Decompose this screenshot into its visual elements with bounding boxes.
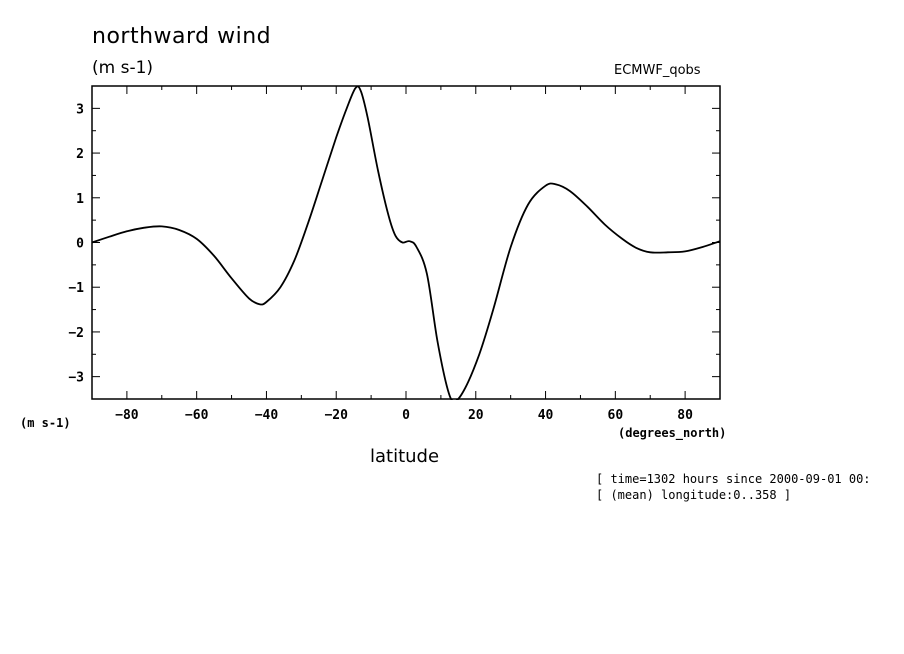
x-tick-label: −40 — [255, 408, 279, 423]
chart-title: northward wind — [92, 24, 272, 49]
y-tick-label: 0 — [76, 237, 84, 252]
x-tick-label: −60 — [185, 408, 209, 423]
y-axis-units: (m s-1) — [20, 416, 71, 430]
y-tick-label: −2 — [68, 326, 84, 341]
y-tick-label: 2 — [76, 147, 84, 162]
x-axis-label: latitude — [370, 446, 440, 467]
x-tick-label: −80 — [115, 408, 139, 423]
y-tick-label: −1 — [68, 281, 84, 296]
longitude-annotation: [ (mean) longitude:0..358 ] — [596, 488, 792, 502]
chart-units: (m s-1) — [92, 58, 154, 78]
y-tick-label: 3 — [76, 102, 84, 117]
x-tick-label: 0 — [402, 408, 410, 423]
dataset-source: ECMWF_qobs — [614, 63, 701, 78]
x-tick-label: 80 — [677, 408, 693, 423]
x-tick-label: 40 — [538, 408, 554, 423]
x-axis-units: (degrees_north) — [618, 426, 727, 440]
x-tick-label: 20 — [468, 408, 484, 423]
y-tick-label: −3 — [68, 371, 84, 386]
x-tick-label: −20 — [324, 408, 348, 423]
x-tick-label: 60 — [608, 408, 624, 423]
time-annotation: [ time=1302 hours since 2000-09-01 00: — [596, 472, 871, 486]
y-tick-label: 1 — [76, 192, 84, 207]
northward-wind-line — [92, 85, 720, 400]
